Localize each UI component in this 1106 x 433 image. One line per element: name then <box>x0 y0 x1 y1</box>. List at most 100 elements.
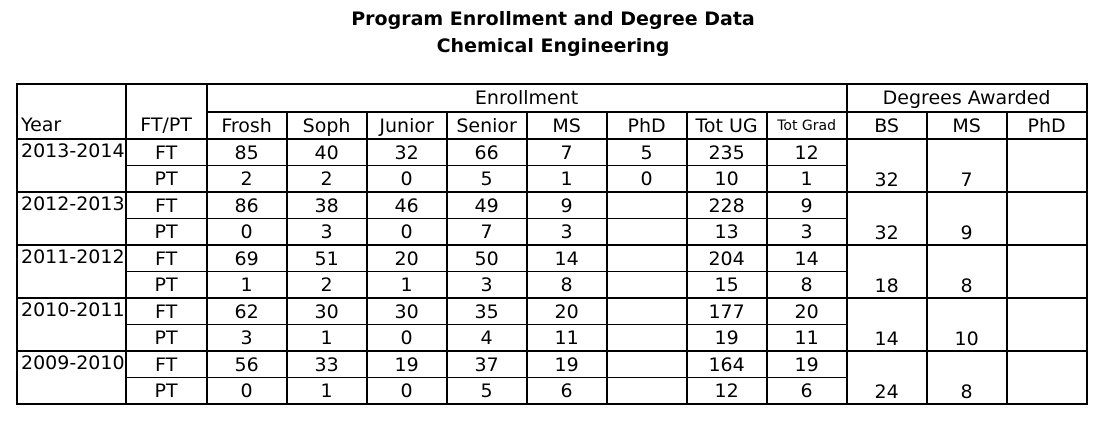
enrollment-cell: 32 <box>365 138 448 166</box>
year-cell: 2009-2010 <box>16 350 127 405</box>
enrollment-cell: 46 <box>365 191 448 219</box>
enrollment-cell: 7 <box>445 218 528 246</box>
ftpt-cell: FT <box>124 244 208 272</box>
enrollment-cell: 5 <box>605 138 688 166</box>
enrollment-cell: 62 <box>205 297 288 325</box>
ftpt-cell: PT <box>124 324 208 352</box>
degrees-group-header: Degrees Awarded <box>845 83 1088 113</box>
enrollment-cell: 12 <box>685 377 768 405</box>
enrollment-cell: 69 <box>205 244 288 272</box>
degrees-cell: 18 <box>845 244 928 299</box>
enrollment-cell: 14 <box>525 244 608 272</box>
table-row: 2012-2013 FT 86 38 46 49 9 228 9 32 9 <box>16 191 1088 246</box>
table-row: 2010-2011 FT 62 30 30 35 20 177 20 14 10 <box>16 297 1088 352</box>
enrollment-cell <box>605 297 688 325</box>
enrollment-cell: 19 <box>765 350 848 378</box>
ftpt-cell: PT <box>124 271 208 299</box>
enrollment-cell: 86 <box>205 191 288 219</box>
enrollment-degree-table: Enrollment Degrees Awarded Year FT/PT Fr… <box>16 83 1088 405</box>
enrollment-cell: 3 <box>285 218 368 246</box>
ftpt-cell: PT <box>124 377 208 405</box>
enrollment-cell: 2 <box>285 271 368 299</box>
ftpt-cell: FT <box>124 297 208 325</box>
enrollment-cell: 0 <box>205 218 288 246</box>
table-row: 2011-2012 FT 69 51 20 50 14 204 14 18 8 <box>16 244 1088 299</box>
col-header-phd-degrees: PhD <box>1005 111 1088 140</box>
enrollment-cell: 1 <box>285 377 368 405</box>
degrees-cell: 32 <box>845 138 928 193</box>
year-header-spacer <box>16 83 127 112</box>
enrollment-cell: 204 <box>685 244 768 272</box>
table-row: PT 2 2 0 5 1 0 10 1 <box>17 165 1087 193</box>
col-header-junior: Junior <box>365 111 448 140</box>
degrees-cell: 9 <box>925 191 1008 246</box>
enrollment-cell: 3 <box>445 271 528 299</box>
enrollment-cell: 33 <box>285 350 368 378</box>
enrollment-cell <box>605 324 688 352</box>
enrollment-cell: 10 <box>685 165 768 193</box>
enrollment-cell: 2 <box>205 165 288 193</box>
year-header: Year <box>16 112 127 140</box>
ftpt-cell: FT <box>124 138 208 166</box>
col-header-ms: MS <box>525 111 608 140</box>
enrollment-cell <box>605 244 688 272</box>
degrees-cell: 7 <box>925 138 1008 193</box>
enrollment-cell: 1 <box>365 271 448 299</box>
enrollment-cell: 8 <box>765 271 848 299</box>
enrollment-cell: 20 <box>365 244 448 272</box>
enrollment-cell: 12 <box>765 138 848 166</box>
degrees-cell: 8 <box>925 244 1008 299</box>
enrollment-cell: 164 <box>685 350 768 378</box>
ftpt-cell: PT <box>124 165 208 193</box>
enrollment-cell: 35 <box>445 297 528 325</box>
enrollment-cell: 66 <box>445 138 528 166</box>
enrollment-cell: 20 <box>525 297 608 325</box>
enrollment-cell: 7 <box>525 138 608 166</box>
enrollment-cell <box>605 218 688 246</box>
table-row: PT 0 3 0 7 3 13 3 <box>17 218 1087 246</box>
enrollment-cell: 19 <box>365 350 448 378</box>
enrollment-cell: 1 <box>765 165 848 193</box>
enrollment-cell: 3 <box>205 324 288 352</box>
ftpt-cell: FT <box>124 191 208 219</box>
degrees-cell <box>1005 191 1088 246</box>
table-row: 2013-2014 FT 85 40 32 66 7 5 235 12 32 7 <box>16 138 1088 193</box>
enrollment-cell: 1 <box>525 165 608 193</box>
col-header-senior: Senior <box>445 111 528 140</box>
enrollment-cell: 30 <box>285 297 368 325</box>
enrollment-cell: 6 <box>765 377 848 405</box>
enrollment-cell: 0 <box>365 324 448 352</box>
year-cell: 2011-2012 <box>16 244 127 299</box>
enrollment-cell: 5 <box>445 165 528 193</box>
enrollment-cell: 13 <box>685 218 768 246</box>
col-header-tot-grad: Tot Grad <box>765 111 848 140</box>
enrollment-cell: 235 <box>685 138 768 166</box>
enrollment-cell: 51 <box>285 244 368 272</box>
enrollment-cell: 3 <box>765 218 848 246</box>
ftpt-cell: PT <box>124 218 208 246</box>
enrollment-cell: 177 <box>685 297 768 325</box>
ftpt-header-spacer <box>124 83 208 112</box>
degrees-cell: 24 <box>845 350 928 405</box>
table-row: PT 0 1 0 5 6 12 6 <box>17 377 1087 405</box>
degrees-cell <box>1005 244 1088 299</box>
enrollment-cell: 0 <box>365 165 448 193</box>
enrollment-cell <box>605 191 688 219</box>
enrollment-cell: 19 <box>525 350 608 378</box>
degrees-cell <box>1005 297 1088 352</box>
enrollment-cell: 14 <box>765 244 848 272</box>
enrollment-cell: 56 <box>205 350 288 378</box>
enrollment-cell: 8 <box>525 271 608 299</box>
col-header-tot-ug: Tot UG <box>685 111 768 140</box>
ftpt-cell: FT <box>124 350 208 378</box>
enrollment-cell: 85 <box>205 138 288 166</box>
enrollment-cell <box>605 377 688 405</box>
degrees-cell: 8 <box>925 350 1008 405</box>
enrollment-cell: 37 <box>445 350 528 378</box>
ftpt-header: FT/PT <box>124 112 208 140</box>
table-row: 2009-2010 FT 56 33 19 37 19 164 19 24 8 <box>16 350 1088 405</box>
enrollment-cell: 228 <box>685 191 768 219</box>
enrollment-cell: 0 <box>205 377 288 405</box>
enrollment-cell: 0 <box>365 377 448 405</box>
enrollment-cell: 9 <box>525 191 608 219</box>
